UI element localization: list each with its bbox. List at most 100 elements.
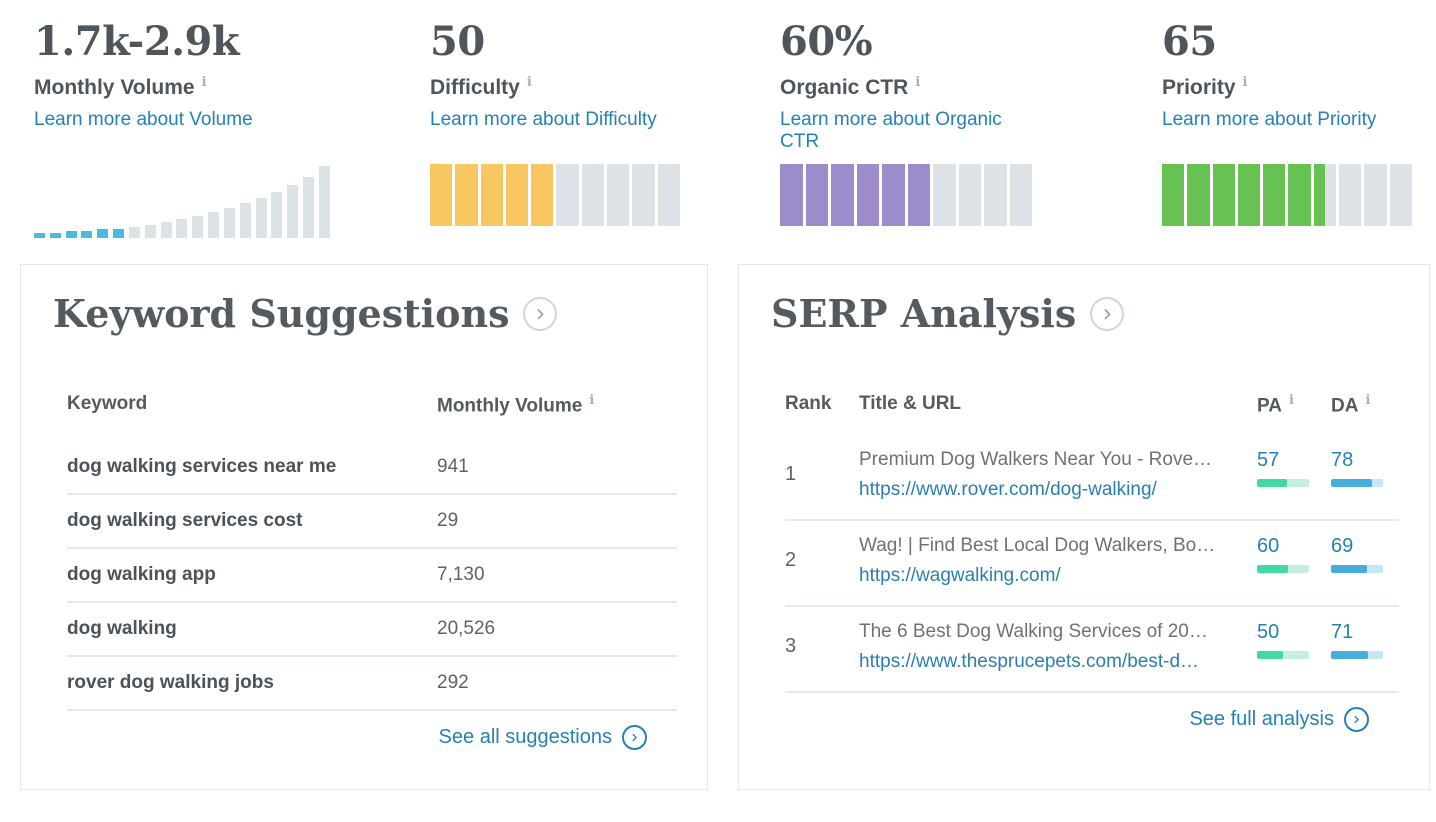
segment: [1389, 164, 1412, 226]
trend-bar: [192, 216, 204, 238]
pa-score-link[interactable]: 50: [1257, 620, 1280, 643]
pa-score-link[interactable]: 57: [1257, 448, 1280, 471]
difficulty-segment-bar: [430, 164, 680, 226]
segment: [907, 164, 930, 226]
segment: [1187, 164, 1210, 226]
priority-segment-bar: [1162, 164, 1412, 226]
keyword-row[interactable]: dog walking 20,526: [67, 603, 677, 657]
learn-more-volume-link[interactable]: Learn more about Volume: [34, 109, 253, 130]
open-keyword-suggestions-icon[interactable]: [523, 296, 558, 331]
trend-bar: [318, 166, 330, 238]
serp-row: 1 Premium Dog Walkers Near You - Rove… h…: [785, 435, 1399, 521]
open-serp-analysis-icon[interactable]: [1090, 296, 1125, 331]
segment: [831, 164, 854, 226]
keyword-cell: dog walking: [67, 617, 177, 639]
serp-rank: 2: [785, 549, 797, 572]
title-url-column-header: Title & URL: [859, 392, 962, 414]
da-score-link[interactable]: 71: [1331, 620, 1354, 643]
trend-bar: [271, 192, 283, 238]
keyword-row[interactable]: dog walking app 7,130: [67, 549, 677, 603]
monthly-volume-cell: 29: [437, 509, 459, 531]
pa-score-bar: [1257, 478, 1309, 487]
monthly-volume-value: 1.7k-2.9k: [34, 18, 240, 65]
metric-organic-ctr: 60% Organic CTR i Learn more about Organi…: [780, 22, 1032, 238]
keyword-suggestions-card: Keyword Suggestions Keyword Monthly Volu…: [20, 264, 708, 790]
segment: [1339, 164, 1362, 226]
trend-bar-highlighted: [81, 231, 93, 238]
serp-title-url: Wag! | Find Best Local Dog Walkers, Bo… …: [859, 535, 1257, 587]
pa-score-link[interactable]: 60: [1257, 534, 1280, 557]
segment: [556, 164, 579, 226]
keyword-card-footer: See all suggestions: [67, 724, 647, 750]
monthly-volume-cell: 941: [437, 455, 469, 477]
serp-result-url-link[interactable]: https://www.thesprucepets.com/best-d…: [859, 650, 1200, 672]
serp-rank: 1: [785, 463, 797, 486]
serp-row: 3 The 6 Best Dog Walking Services of 20……: [785, 607, 1399, 693]
serp-title-url: The 6 Best Dog Walking Services of 20… h…: [859, 621, 1257, 673]
keyword-row[interactable]: dog walking services cost 29: [67, 495, 677, 549]
keyword-cell: dog walking app: [67, 563, 216, 585]
trend-bar: [176, 219, 188, 238]
segment: [480, 164, 503, 226]
info-icon[interactable]: i: [1365, 392, 1371, 408]
segment: [882, 164, 905, 226]
keyword-row[interactable]: rover dog walking jobs 292: [67, 657, 677, 711]
priority-value: 65: [1162, 18, 1217, 65]
trend-bar-highlighted: [65, 231, 77, 238]
da-score-bar: [1331, 478, 1383, 487]
da-score-bar: [1331, 564, 1383, 573]
keyword-row[interactable]: dog walking services near me 941: [67, 441, 677, 495]
da-score: 69: [1331, 535, 1399, 587]
monthly-volume-label: Monthly Volume i: [34, 75, 207, 99]
serp-result-title: Premium Dog Walkers Near You - Rove…: [859, 448, 1213, 470]
see-full-analysis-link[interactable]: See full analysis: [1189, 706, 1369, 732]
learn-more-difficulty-link[interactable]: Learn more about Difficulty: [430, 109, 657, 130]
da-column-header: DA i: [1331, 392, 1371, 416]
da-score-bar: [1331, 650, 1383, 659]
monthly-volume-cell: 7,130: [437, 563, 485, 585]
serp-analysis-title: SERP Analysis: [771, 291, 1429, 337]
segment: [1162, 164, 1185, 226]
pa-score-bar: [1257, 650, 1309, 659]
chevron-right-icon: [1344, 706, 1369, 732]
trend-bar-highlighted: [34, 233, 45, 238]
trend-bar-highlighted: [49, 233, 61, 238]
organic-ctr-label: Organic CTR i: [780, 75, 921, 99]
segment: [657, 164, 680, 226]
info-icon[interactable]: i: [589, 392, 595, 408]
trend-bar-highlighted: [113, 229, 125, 238]
pa-score: 57: [1257, 449, 1331, 501]
serp-result-url-link[interactable]: https://www.rover.com/dog-walking/: [859, 478, 1157, 500]
serp-row: 2 Wag! | Find Best Local Dog Walkers, Bo…: [785, 521, 1399, 607]
segment: [780, 164, 803, 226]
learn-more-priority-link[interactable]: Learn more about Priority: [1162, 109, 1377, 130]
info-icon[interactable]: i: [1288, 392, 1294, 408]
organic-ctr-segment-bar: [780, 164, 1032, 226]
pa-score: 50: [1257, 621, 1331, 673]
pa-score-bar: [1257, 564, 1309, 573]
da-score-link[interactable]: 69: [1331, 534, 1354, 557]
segment: [1237, 164, 1261, 226]
serp-result-url-link[interactable]: https://wagwalking.com/: [859, 564, 1061, 586]
info-icon[interactable]: i: [1242, 75, 1248, 90]
segment: [805, 164, 828, 226]
serp-card-footer: See full analysis: [785, 706, 1369, 732]
see-all-suggestions-link[interactable]: See all suggestions: [439, 724, 647, 750]
pa-score: 60: [1257, 535, 1331, 587]
serp-title-url: Premium Dog Walkers Near You - Rove… htt…: [859, 449, 1257, 501]
segment: [430, 164, 453, 226]
info-icon[interactable]: i: [915, 75, 921, 90]
trend-bar: [128, 227, 140, 238]
da-score-link[interactable]: 78: [1331, 448, 1354, 471]
trend-bar: [160, 222, 172, 238]
metric-monthly-volume: 1.7k-2.9k Monthly Volume i Learn more abo…: [34, 22, 330, 238]
keyword-cell: dog walking services near me: [67, 455, 337, 477]
learn-more-organic-ctr-link[interactable]: Learn more about Organic CTR: [780, 109, 1002, 152]
info-icon[interactable]: i: [201, 75, 207, 90]
trend-bar: [208, 212, 220, 238]
info-icon[interactable]: i: [526, 75, 532, 90]
serp-result-title: The 6 Best Dog Walking Services of 20…: [859, 620, 1208, 642]
trend-bar: [144, 225, 156, 238]
segment: [933, 164, 956, 226]
monthly-volume-column-header: Monthly Volume i: [437, 392, 595, 416]
